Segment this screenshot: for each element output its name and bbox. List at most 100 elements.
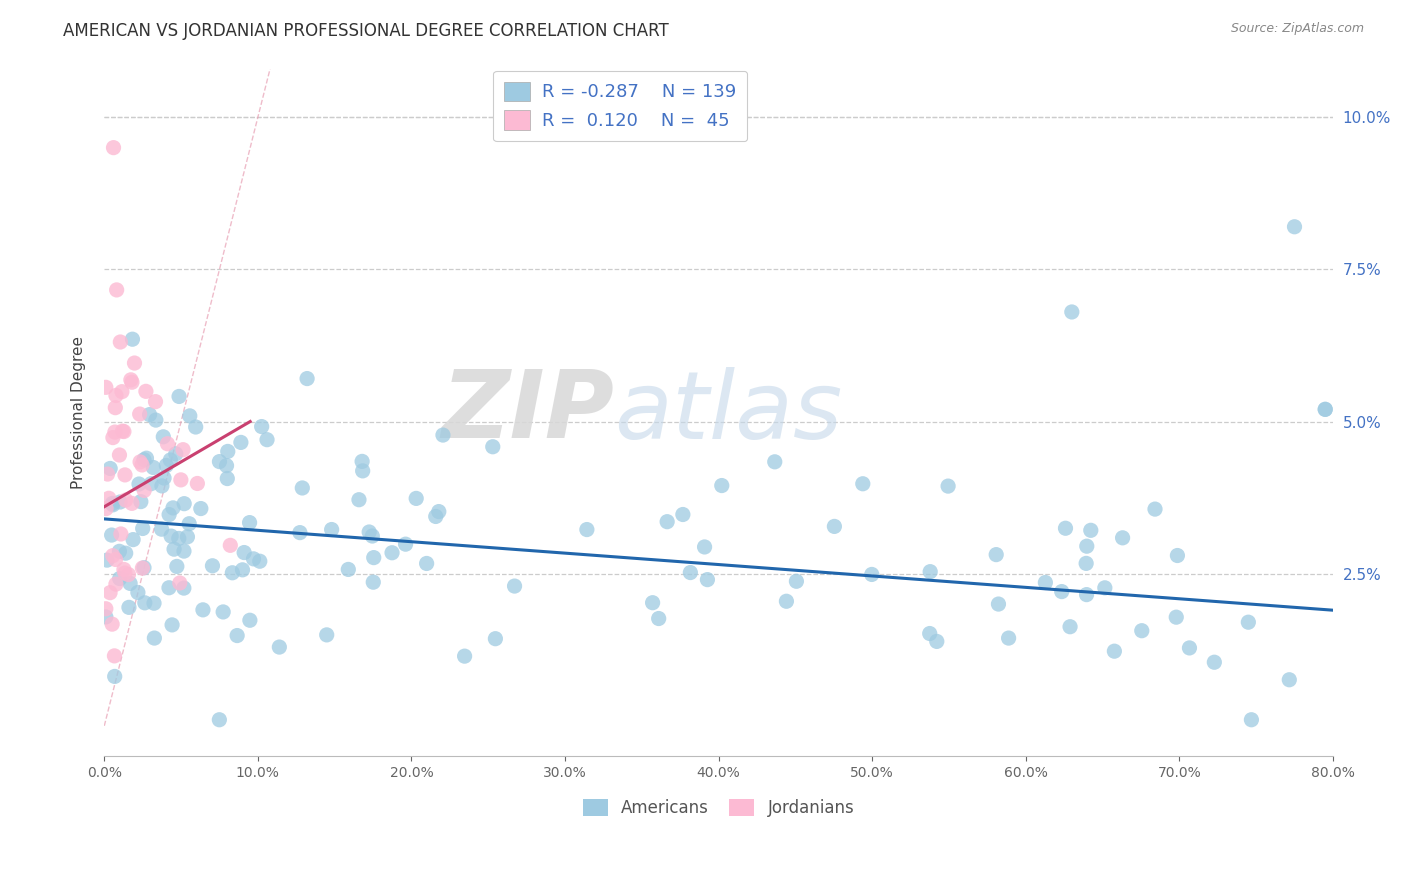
Point <box>101 617 124 632</box>
Point <box>925 634 948 648</box>
Point <box>1166 549 1188 563</box>
Point <box>217 444 239 458</box>
Point <box>484 632 506 646</box>
Point <box>986 548 1008 562</box>
Point <box>256 433 278 447</box>
Point <box>1060 305 1083 319</box>
Point <box>361 575 384 590</box>
Point <box>173 581 195 595</box>
Point <box>114 566 136 580</box>
Point <box>381 546 404 560</box>
Point <box>131 521 153 535</box>
Point <box>647 611 669 625</box>
Point <box>166 559 188 574</box>
Point <box>453 649 475 664</box>
Point <box>122 533 145 547</box>
Point <box>186 476 208 491</box>
Point <box>97 491 120 506</box>
Point <box>481 440 503 454</box>
Point <box>111 424 134 438</box>
Point <box>936 479 959 493</box>
Point <box>173 544 195 558</box>
Point <box>138 408 160 422</box>
Point <box>250 419 273 434</box>
Point <box>190 501 212 516</box>
Point <box>103 141 125 155</box>
Point <box>823 519 845 533</box>
Point <box>852 476 875 491</box>
Point <box>94 501 117 516</box>
Point <box>117 567 139 582</box>
Point <box>1143 502 1166 516</box>
Point <box>231 563 253 577</box>
Point <box>104 425 127 439</box>
Point <box>997 631 1019 645</box>
Point <box>110 334 132 349</box>
Point <box>1035 575 1057 590</box>
Point <box>179 409 201 423</box>
Point <box>129 494 152 508</box>
Point <box>165 447 187 461</box>
Point <box>425 509 447 524</box>
Point <box>405 491 427 506</box>
Point <box>215 458 238 473</box>
Point <box>162 500 184 515</box>
Point <box>112 562 135 576</box>
Point <box>167 389 190 403</box>
Point <box>1059 620 1081 634</box>
Point <box>150 479 173 493</box>
Point <box>112 425 135 439</box>
Point <box>242 552 264 566</box>
Point <box>101 498 124 512</box>
Point <box>155 458 177 473</box>
Point <box>128 477 150 491</box>
Point <box>763 455 786 469</box>
Point <box>160 618 183 632</box>
Point <box>1284 219 1306 234</box>
Point <box>295 371 318 385</box>
Point <box>98 585 121 599</box>
Point <box>121 332 143 346</box>
Point <box>152 430 174 444</box>
Point <box>212 605 235 619</box>
Point <box>315 628 337 642</box>
Point <box>1130 624 1153 638</box>
Point <box>219 538 242 552</box>
Point <box>1104 644 1126 658</box>
Point <box>1237 615 1260 630</box>
Point <box>120 576 142 591</box>
Point <box>139 476 162 491</box>
Point <box>1050 584 1073 599</box>
Point <box>153 471 176 485</box>
Point <box>229 435 252 450</box>
Point <box>363 550 385 565</box>
Point <box>108 572 131 586</box>
Point <box>105 283 128 297</box>
Point <box>359 524 381 539</box>
Point <box>104 669 127 683</box>
Point <box>127 585 149 599</box>
Point <box>101 549 124 563</box>
Point <box>427 505 450 519</box>
Point <box>100 528 122 542</box>
Point <box>156 436 179 450</box>
Point <box>394 537 416 551</box>
Point <box>208 713 231 727</box>
Point <box>415 557 437 571</box>
Point <box>170 473 193 487</box>
Point <box>159 453 181 467</box>
Point <box>201 558 224 573</box>
Point <box>163 542 186 557</box>
Point <box>121 496 143 510</box>
Text: atlas: atlas <box>614 367 842 458</box>
Point <box>184 420 207 434</box>
Point <box>860 567 883 582</box>
Point <box>135 451 157 466</box>
Point <box>1315 402 1337 417</box>
Point <box>118 600 141 615</box>
Point <box>132 452 155 467</box>
Point <box>134 596 156 610</box>
Point <box>1315 402 1337 417</box>
Point <box>114 493 136 508</box>
Point <box>145 394 167 409</box>
